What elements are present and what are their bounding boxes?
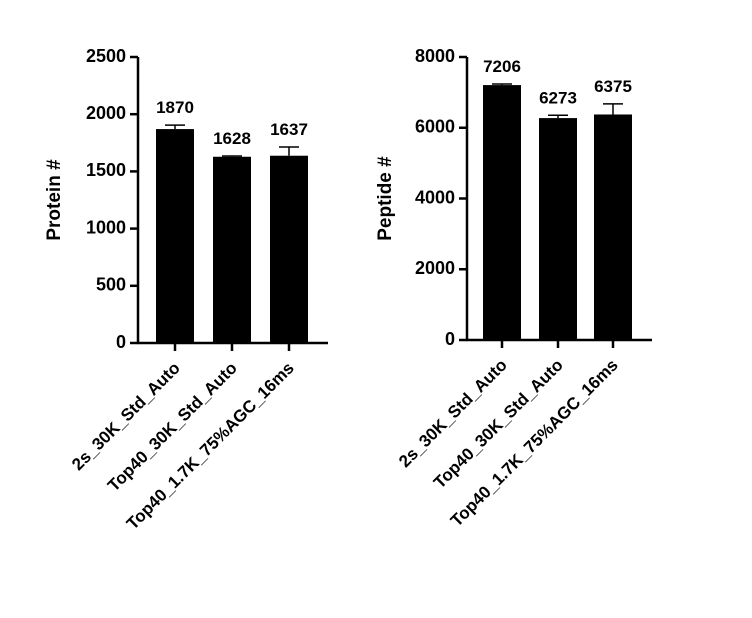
- y-tick-label: 4000: [415, 187, 455, 207]
- bar: [270, 155, 308, 343]
- value-label: 7206: [483, 57, 521, 76]
- y-axis-title: Protein #: [44, 159, 65, 241]
- y-tick-label: 2000: [415, 258, 455, 278]
- value-label: 1628: [213, 129, 251, 148]
- bar: [594, 114, 632, 340]
- y-tick-label: 0: [445, 329, 455, 349]
- value-label: 6375: [594, 77, 632, 96]
- y-tick-label: 6000: [415, 117, 455, 137]
- bar: [156, 129, 194, 343]
- bar: [483, 85, 521, 340]
- y-tick-label: 8000: [415, 46, 455, 66]
- bar: [213, 156, 251, 343]
- x-tick-label: 2s_30K_Std_Auto: [395, 355, 511, 471]
- x-tick-label: 2s_30K_Std_Auto: [68, 358, 184, 474]
- y-tick-label: 2000: [86, 103, 126, 123]
- y-tick-label: 2500: [86, 46, 126, 66]
- value-label: 6273: [539, 88, 577, 107]
- y-tick-label: 1000: [86, 217, 126, 237]
- y-tick-label: 1500: [86, 160, 126, 180]
- y-tick-label: 0: [116, 332, 126, 352]
- bar: [539, 118, 577, 341]
- y-axis-title: Peptide #: [375, 156, 396, 241]
- y-tick-label: 500: [96, 275, 126, 295]
- value-label: 1870: [156, 98, 194, 117]
- value-label: 1637: [270, 120, 308, 139]
